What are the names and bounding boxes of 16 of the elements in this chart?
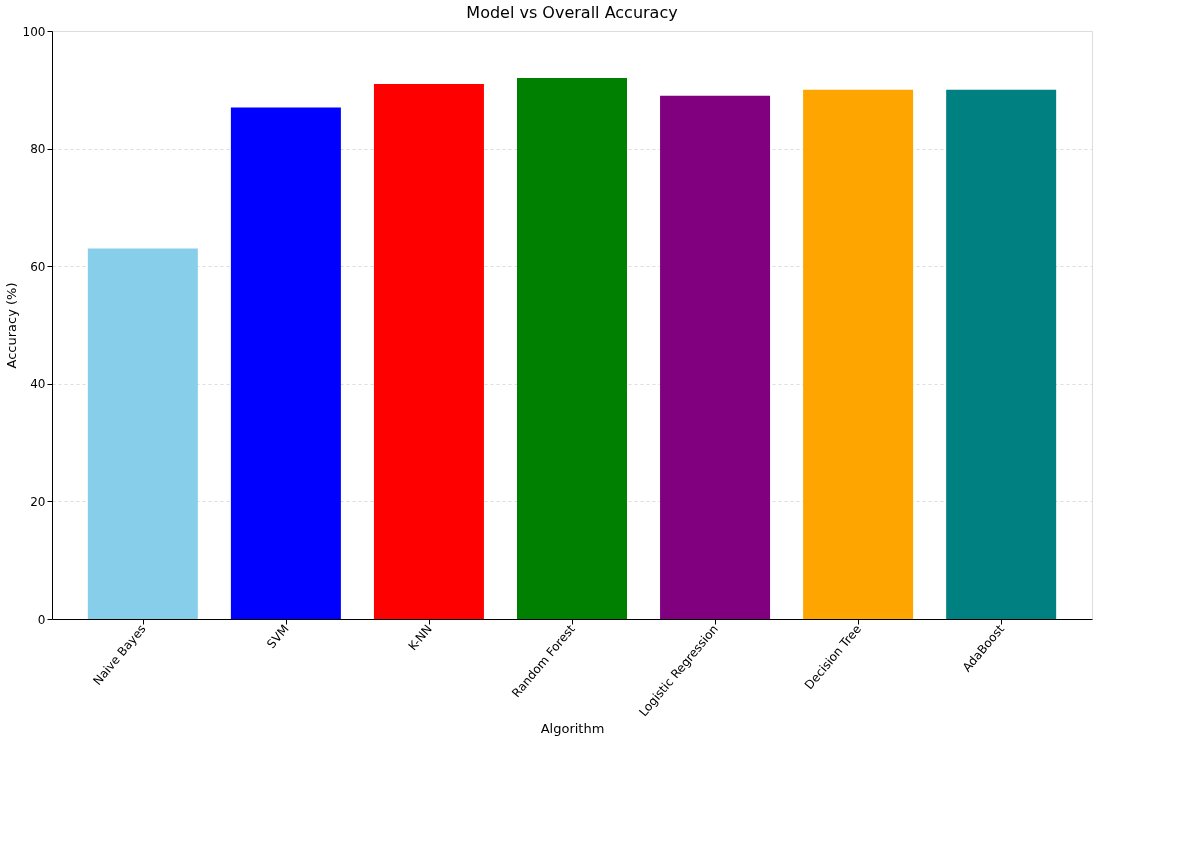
y-tick-label: 0 [37, 612, 46, 627]
y-tick-label: 60 [30, 259, 46, 274]
y-axis-title: Accuracy (%) [3, 282, 19, 369]
y-tick-label: 40 [30, 377, 46, 392]
bar [660, 95, 771, 619]
bar [517, 78, 627, 619]
y-tick-label: 100 [22, 24, 46, 39]
bar [87, 248, 198, 619]
bar [946, 89, 1057, 619]
y-tick-label: 80 [30, 142, 46, 157]
bar [230, 107, 341, 619]
bar [803, 89, 914, 619]
y-tick-label: 20 [30, 494, 46, 509]
x-axis-title: Algorithm [540, 720, 605, 736]
bar [373, 83, 484, 619]
chart-title: Model vs Overall Accuracy [466, 3, 678, 22]
